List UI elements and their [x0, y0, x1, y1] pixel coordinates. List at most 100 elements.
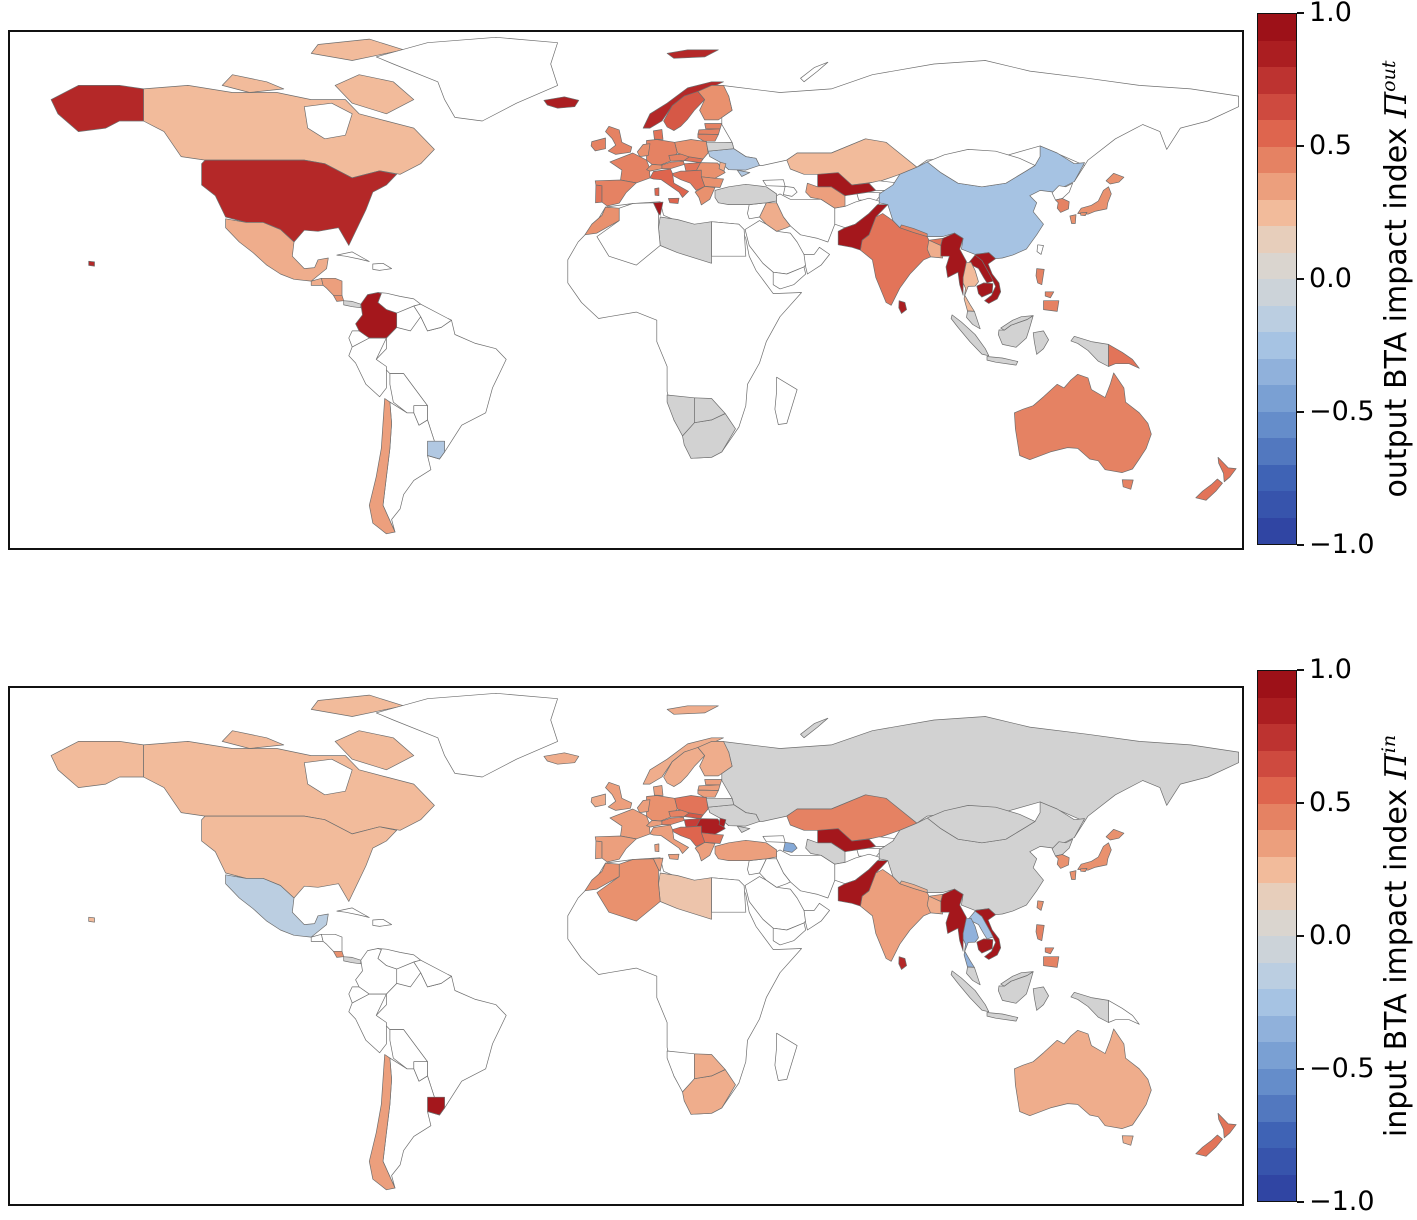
colorbar-segment: [1258, 146, 1296, 173]
country-laos: [968, 254, 994, 284]
world-map-input: [50, 692, 1239, 1191]
colorbar-tick-label: 0.5: [1309, 130, 1352, 161]
country-paraguay: [413, 1061, 428, 1082]
country-taiwan: [1036, 900, 1044, 911]
colorbar-segment: [1258, 1121, 1296, 1148]
country-malaysia: [1000, 315, 1034, 331]
country-ukraine: [736, 169, 751, 177]
world-map-output: [50, 36, 1239, 535]
country-italy: [654, 187, 660, 197]
country-azerbaijan: [783, 186, 798, 197]
colorbar-segment: [1258, 14, 1296, 41]
country-south_korea: [1055, 198, 1070, 213]
country-png: [1108, 1000, 1140, 1025]
colorbar-tick-label: −1.0: [1309, 1186, 1375, 1217]
country-ecuador: [348, 330, 370, 348]
country-oman: [803, 902, 830, 931]
country-greece: [694, 842, 716, 862]
country-algeria: [596, 202, 661, 266]
country-portugal: [595, 840, 603, 860]
country-uruguay: [427, 1096, 445, 1116]
country-myanmar: [940, 232, 967, 296]
country-belarus: [706, 141, 735, 152]
country-latvia: [697, 784, 721, 791]
colorbar-segment: [1258, 1042, 1296, 1069]
country-oman: [803, 246, 830, 275]
country-iraq: [759, 202, 791, 232]
country-japan: [1080, 212, 1088, 216]
country-philippines: [1043, 300, 1060, 312]
country-finland: [697, 741, 733, 777]
country-sweden: [663, 747, 706, 787]
colorbar-output: [1257, 13, 1297, 545]
country-estonia: [704, 123, 723, 130]
colorbar-segment: [1258, 438, 1296, 465]
colorbar-label-superscript: in: [1378, 734, 1400, 754]
country-honduras: [321, 277, 343, 296]
colorbar-segment: [1258, 671, 1296, 698]
country-uk: [605, 781, 633, 811]
country-netherlands: [636, 799, 651, 813]
country-png: [1108, 344, 1140, 369]
country-turkey: [714, 183, 777, 205]
country-mexico: [225, 874, 329, 938]
country-pakistan: [837, 204, 889, 251]
colorbar-segment: [1258, 305, 1296, 332]
colorbar-tick: [1297, 544, 1304, 546]
colorbar-segment: [1258, 279, 1296, 306]
country-algeria: [596, 858, 661, 922]
colorbar-segment: [1258, 1068, 1296, 1095]
country-philippines: [1035, 924, 1045, 942]
country-usa: [50, 85, 144, 132]
country-netherlands: [636, 143, 651, 157]
country-madagascar: [774, 1032, 798, 1081]
country-new_zealand: [1195, 1134, 1223, 1157]
colorbar-segment: [1258, 1015, 1296, 1042]
country-indonesia: [1070, 991, 1109, 1023]
colorbar-tick: [1297, 1201, 1304, 1203]
country-cuba: [336, 907, 370, 918]
country-ukraine: [736, 825, 751, 833]
country-costa_rica: [333, 294, 345, 302]
country-turkey: [714, 839, 777, 861]
country-japan: [1077, 842, 1112, 871]
country-australia: [1121, 479, 1134, 490]
country-canada: [334, 730, 415, 771]
country-denmark: [653, 129, 664, 140]
country-hispaniola: [372, 918, 392, 927]
colorbar-label-symbol: Π: [1379, 91, 1414, 118]
colorbar-tick: [1297, 1068, 1304, 1070]
country-japan: [1077, 186, 1112, 215]
country-indonesia: [1032, 330, 1049, 355]
country-taiwan: [1036, 244, 1044, 255]
country-italy: [654, 843, 660, 853]
colorbar-segment: [1258, 173, 1296, 200]
country-sri_lanka: [898, 956, 907, 970]
colorbar-label-text: output BTA impact index: [1379, 117, 1414, 498]
colorbar-input: [1257, 670, 1297, 1202]
country-norway: [666, 705, 719, 715]
colorbar-segment: [1258, 464, 1296, 491]
country-peru: [348, 337, 387, 398]
country-yemen: [772, 266, 807, 290]
colorbar-segment: [1258, 226, 1296, 253]
country-uk: [605, 125, 633, 155]
country-malaysia: [966, 310, 981, 330]
colorbar-label-output: output BTA impact index Πout: [1378, 61, 1414, 498]
colorbar-segment: [1258, 1095, 1296, 1122]
country-hispaniola: [372, 262, 392, 271]
country-canada: [143, 85, 435, 179]
colorbar-segment: [1258, 252, 1296, 279]
colorbar-segment: [1258, 936, 1296, 963]
country-iceland: [543, 96, 580, 109]
country-lithuania: [697, 133, 719, 142]
country-chile: [368, 398, 396, 535]
country-lithuania: [697, 789, 719, 798]
country-australia: [1014, 372, 1152, 473]
country-colombia: [355, 292, 398, 339]
country-japan: [1069, 870, 1077, 880]
colorbar-segment: [1258, 1174, 1296, 1201]
country-botswana: [694, 397, 726, 424]
country-panama: [343, 956, 362, 965]
